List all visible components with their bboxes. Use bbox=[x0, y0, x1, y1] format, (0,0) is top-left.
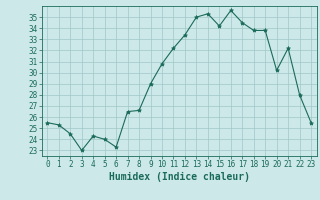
X-axis label: Humidex (Indice chaleur): Humidex (Indice chaleur) bbox=[109, 172, 250, 182]
